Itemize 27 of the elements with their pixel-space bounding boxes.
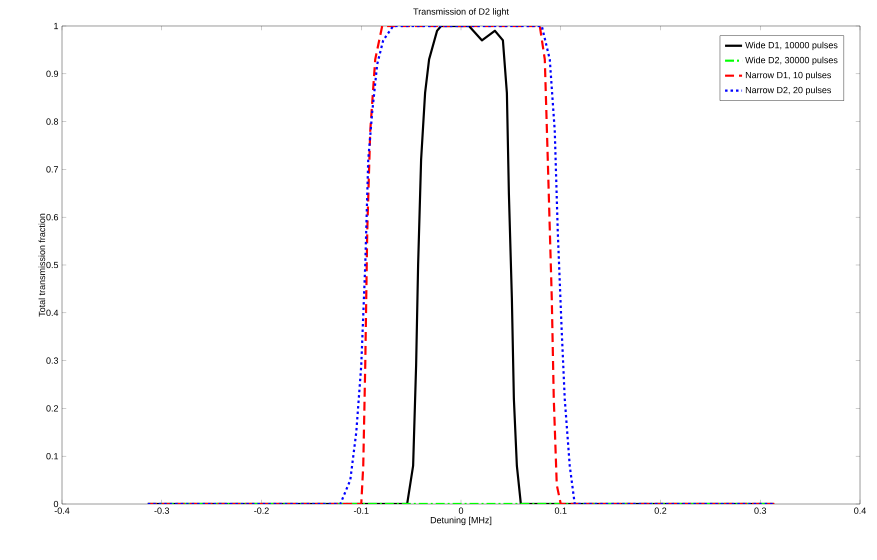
x-tick-label: 0 [458,508,464,514]
legend-label: Wide D2, 30000 pulses [745,56,838,66]
x-tick-label: 0.1 [554,508,567,514]
y-tick-label: 0.2 [46,405,58,412]
y-tick-label: 0.4 [46,310,58,316]
x-tick-label: -0.2 [254,508,269,514]
legend-label: Narrow D2, 20 pulses [746,86,832,95]
x-tick-label: -0.3 [154,508,170,514]
x-tick-label: -0.4 [54,508,70,514]
y-tick-label: 0.5 [46,262,58,268]
y-tick-label: 0.7 [46,166,58,173]
chart-title: Transmission of D2 light [413,8,509,16]
y-tick-label: 0.8 [46,118,58,125]
y-tick-label: 0 [54,500,58,508]
y-tick-label: 0.3 [46,357,58,364]
x-tick-label: 0.4 [854,508,866,514]
y-tick-label: 0.9 [46,70,58,77]
x-tick-label: 0.2 [654,508,666,514]
y-tick-label: 1 [54,22,58,30]
y-tick-label: 0.1 [46,453,58,460]
y-tick-label: 0.6 [46,214,58,220]
legend-label: Narrow D1, 10 pulses [746,72,832,80]
x-tick-label: 0.3 [754,508,766,514]
legend-label: Wide D1, 10000 pulses [745,42,838,50]
x-axis-title: Detuning [MHz] [430,516,492,526]
y-axis-title: Total transmission fraction [38,214,46,317]
x-tick-label: -0.1 [354,508,369,514]
